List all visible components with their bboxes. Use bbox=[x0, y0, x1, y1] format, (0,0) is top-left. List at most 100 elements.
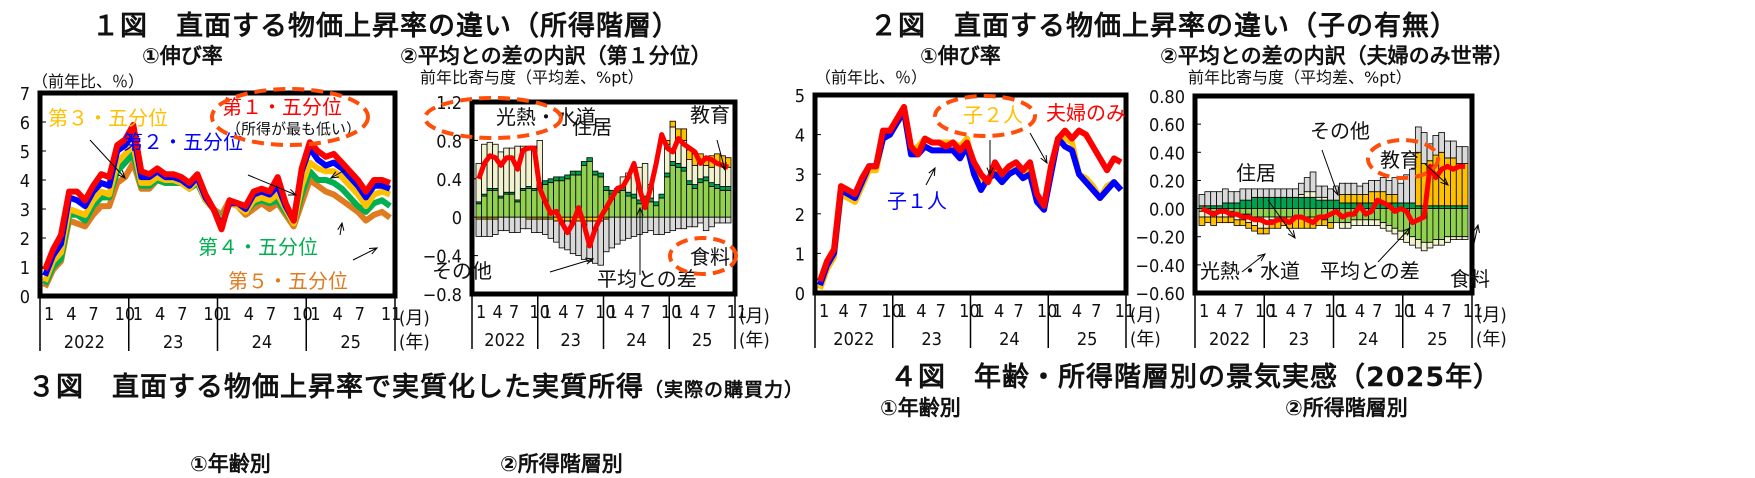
label-other: その他 bbox=[1310, 119, 1370, 143]
stacked-bar-segment bbox=[1374, 180, 1381, 193]
stacked-bar-segment bbox=[586, 216, 593, 222]
stacked-bar-segment bbox=[564, 216, 571, 222]
year-unit: (年) bbox=[739, 330, 770, 351]
stacked-bar-segment bbox=[564, 174, 571, 180]
stacked-bar-segment bbox=[675, 166, 682, 218]
x-month-tick: 4 bbox=[624, 302, 634, 323]
stacked-bar-segment bbox=[1374, 219, 1381, 226]
label-q5: 第５・五分位 bbox=[228, 269, 348, 293]
x-month-tick: 10 bbox=[203, 304, 224, 325]
stacked-bar-segment bbox=[1455, 208, 1463, 238]
stacked-bar-segment bbox=[1338, 194, 1346, 204]
stacked-bar-segment bbox=[1257, 208, 1264, 218]
label-q4: 第４・五分位 bbox=[198, 235, 318, 259]
stacked-bar-segment bbox=[691, 187, 699, 218]
stacked-bar-segment bbox=[1409, 202, 1416, 209]
x-month-tick: 7 bbox=[1013, 301, 1023, 322]
stacked-bar-segment bbox=[481, 195, 488, 218]
stacked-bar-segment bbox=[1292, 196, 1299, 209]
stacked-bar-segment bbox=[553, 176, 560, 182]
y-tick-label: 0.4 bbox=[436, 170, 462, 191]
x-year-label: 25 bbox=[1427, 329, 1448, 350]
stacked-bar-segment bbox=[1257, 196, 1264, 209]
stacked-bar-segment bbox=[725, 189, 732, 218]
x-month-tick: 4 bbox=[244, 304, 254, 325]
stacked-bar-segment bbox=[1385, 180, 1393, 195]
stacked-bar-segment bbox=[1204, 191, 1212, 207]
stacked-bar-segment bbox=[691, 164, 699, 185]
stacked-bar-segment bbox=[1262, 227, 1270, 235]
x-month-tick: 1 bbox=[819, 301, 829, 322]
x-month-tick: 11 bbox=[381, 304, 402, 325]
stacked-bar-segment bbox=[1338, 182, 1346, 195]
stacked-bar-segment bbox=[1450, 236, 1457, 240]
stacked-bar-segment bbox=[1426, 241, 1434, 249]
stacked-bar-segment bbox=[1327, 188, 1334, 201]
stacked-bar-segment bbox=[1391, 227, 1399, 235]
x-year-label: 23 bbox=[921, 329, 942, 350]
stacked-bar-segment bbox=[1204, 216, 1212, 224]
stacked-bar-segment bbox=[625, 195, 632, 218]
y-tick-label: 4 bbox=[20, 171, 30, 192]
x-year-label: 25 bbox=[1077, 329, 1098, 350]
stacked-bar-segment bbox=[1461, 146, 1469, 164]
x-month-tick: 7 bbox=[640, 302, 650, 323]
stacked-bar-segment bbox=[719, 216, 726, 224]
fig1-panel1-subtitle: ①伸び率 bbox=[142, 44, 223, 68]
stacked-bar-segment bbox=[1444, 208, 1451, 238]
x-month-tick: 7 bbox=[936, 301, 946, 322]
stacked-bar-segment bbox=[1338, 222, 1346, 229]
stacked-bar-segment bbox=[713, 184, 721, 189]
x-month-tick: 10 bbox=[1255, 301, 1276, 322]
x-month-tick: 11 bbox=[727, 302, 748, 323]
stacked-bar-segment bbox=[619, 189, 627, 218]
stacked-bar-segment bbox=[508, 216, 516, 233]
stacked-bar-segment bbox=[497, 197, 505, 218]
stacked-bar-segment bbox=[1216, 205, 1223, 209]
stacked-bar-segment bbox=[1344, 202, 1352, 209]
stacked-bar-segment bbox=[497, 216, 505, 232]
stacked-bar-segment bbox=[1327, 199, 1334, 209]
stacked-bar-segment bbox=[664, 176, 671, 218]
annotation-arrow bbox=[1424, 163, 1449, 186]
stacked-bar-segment bbox=[1298, 194, 1305, 198]
label-food: 食料 bbox=[1450, 267, 1490, 291]
stacked-bar-segment bbox=[580, 164, 588, 218]
fig1-panel2-unit: 前年比寄与度（平均差、%pt） bbox=[420, 68, 644, 87]
stacked-bar-segment bbox=[1461, 236, 1469, 240]
x-month-tick: 1 bbox=[1407, 301, 1417, 322]
label-child2: 子２人 bbox=[963, 103, 1023, 127]
stacked-bar-segment bbox=[1444, 140, 1451, 159]
stacked-bar-segment bbox=[652, 201, 660, 207]
stacked-bar-segment bbox=[658, 193, 665, 199]
annotation-arrow bbox=[1321, 149, 1339, 196]
stacked-bar-segment bbox=[691, 184, 699, 189]
y-tick-label: 2 bbox=[795, 205, 805, 226]
stacked-bar-segment bbox=[702, 180, 710, 218]
x-month-tick: 7 bbox=[177, 304, 187, 325]
stacked-bar-segment bbox=[1438, 205, 1446, 209]
x-year-label: 24 bbox=[252, 332, 273, 353]
stacked-bar-segment bbox=[1286, 188, 1293, 198]
stacked-bar-segment bbox=[1280, 196, 1288, 209]
stacked-bar-segment bbox=[1356, 194, 1364, 204]
y-tick-label: 0 bbox=[452, 208, 462, 229]
stacked-bar-segment bbox=[1315, 196, 1323, 201]
x-month-tick: 7 bbox=[266, 304, 276, 325]
stacked-bar-segment bbox=[1327, 222, 1334, 229]
stacked-bar-segment bbox=[1262, 208, 1270, 218]
stacked-bar-segment bbox=[625, 216, 632, 239]
stacked-bar-segment bbox=[1274, 188, 1282, 198]
stacked-bar-segment bbox=[1216, 216, 1223, 224]
stacked-bar-segment bbox=[553, 220, 560, 243]
fig2-2-chart: −0.60−0.40−0.200.000.200.400.600.801 4 7 10… bbox=[1135, 87, 1506, 350]
stacked-bar-segment bbox=[1438, 132, 1446, 153]
stacked-bar-segment bbox=[1438, 239, 1446, 246]
x-month-tick: 10 bbox=[661, 302, 682, 323]
stacked-bar-segment bbox=[630, 197, 638, 218]
x-month-tick: 1 bbox=[1338, 301, 1348, 322]
stacked-bar-segment bbox=[1350, 219, 1358, 226]
stacked-bar-segment bbox=[686, 180, 693, 185]
stacked-bar-segment bbox=[475, 218, 482, 237]
